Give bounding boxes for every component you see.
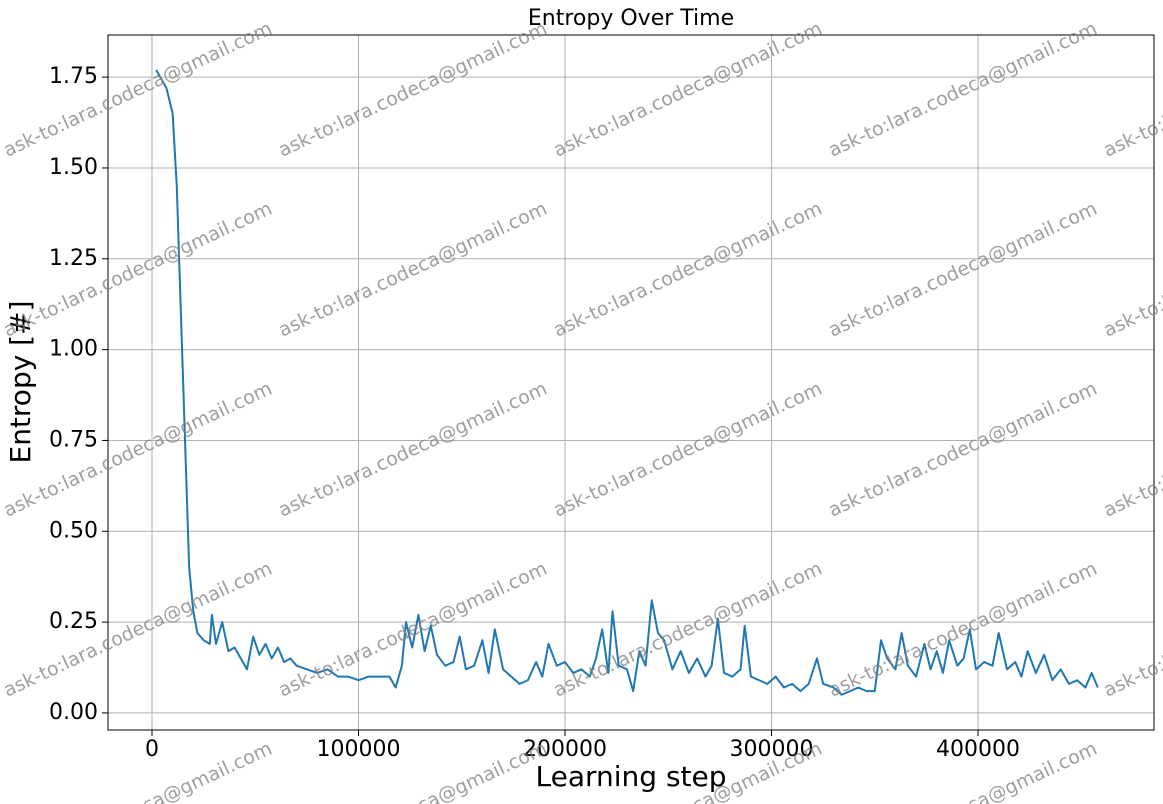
y-tick-label: 1.75 <box>49 64 98 89</box>
y-tick-label: 0.25 <box>49 609 98 634</box>
watermark: ask-to:lara.codeca@gmail.com <box>275 558 550 702</box>
watermark: ask-to:lara.codeca@gmail.com <box>275 378 550 522</box>
watermark: ask-to:lara.codeca@gmail.com <box>825 558 1100 702</box>
y-tick-label: 1.25 <box>49 246 98 271</box>
watermark: ask-to:lara.codeca@gmail.com <box>0 18 275 162</box>
watermark: ask-to:lara.codeca@gmail.com <box>0 378 275 522</box>
y-axis-label: Entropy [#] <box>4 301 37 464</box>
x-tick-label: 200000 <box>523 737 607 762</box>
watermark: ask-to:lara.codeca@gmail.com <box>550 198 825 342</box>
plot-area: 0.00 0.25 0.50 0.75 1.00 1.25 1.50 1.75 0 100000 2… <box>49 35 1154 762</box>
watermark: ask-to:lara.codeca@gmail.com <box>275 198 550 342</box>
x-tick-label: 100000 <box>317 737 401 762</box>
x-axis-label: Learning step <box>535 760 726 793</box>
x-tick-label: 400000 <box>936 737 1020 762</box>
watermark: ask-to:lara.codeca@gmail.com <box>550 558 825 702</box>
watermark: ask-to:lara.codeca@gmail.com <box>550 378 825 522</box>
plot-frame <box>107 34 1155 731</box>
y-tick-label: 1.50 <box>49 155 98 180</box>
watermark: ask-to:lara.codeca@gmail.com <box>0 558 275 702</box>
watermark: ask-to:lara.codeca@gmail.com <box>825 18 1100 162</box>
watermark: ask-to:lara.codeca@gmail.com <box>275 18 550 162</box>
watermark: ask-to:lara.codeca@gmail.com <box>825 198 1100 342</box>
chart-title: Entropy Over Time <box>528 6 734 31</box>
watermark: ask-to:lara.codeca@gmail.com <box>0 738 275 804</box>
y-tick-label: 0.50 <box>49 518 98 543</box>
y-tick-label: 1.00 <box>49 337 98 362</box>
y-tick-label: 0.75 <box>49 427 98 452</box>
watermark: ask-to:lara.codeca@gmail.com <box>825 378 1100 522</box>
x-tick-label: 300000 <box>730 737 814 762</box>
watermark: ask-to:lara.codeca@gmail.com <box>1100 738 1163 804</box>
watermark: ask-to:lara.codeca@gmail.com <box>550 18 825 162</box>
watermark: ask-to:lara.codeca@gmail.com <box>0 198 275 342</box>
data-line <box>155 69 1099 696</box>
x-tick-label: 0 <box>145 737 159 762</box>
y-tick-label: 0.00 <box>49 700 98 725</box>
